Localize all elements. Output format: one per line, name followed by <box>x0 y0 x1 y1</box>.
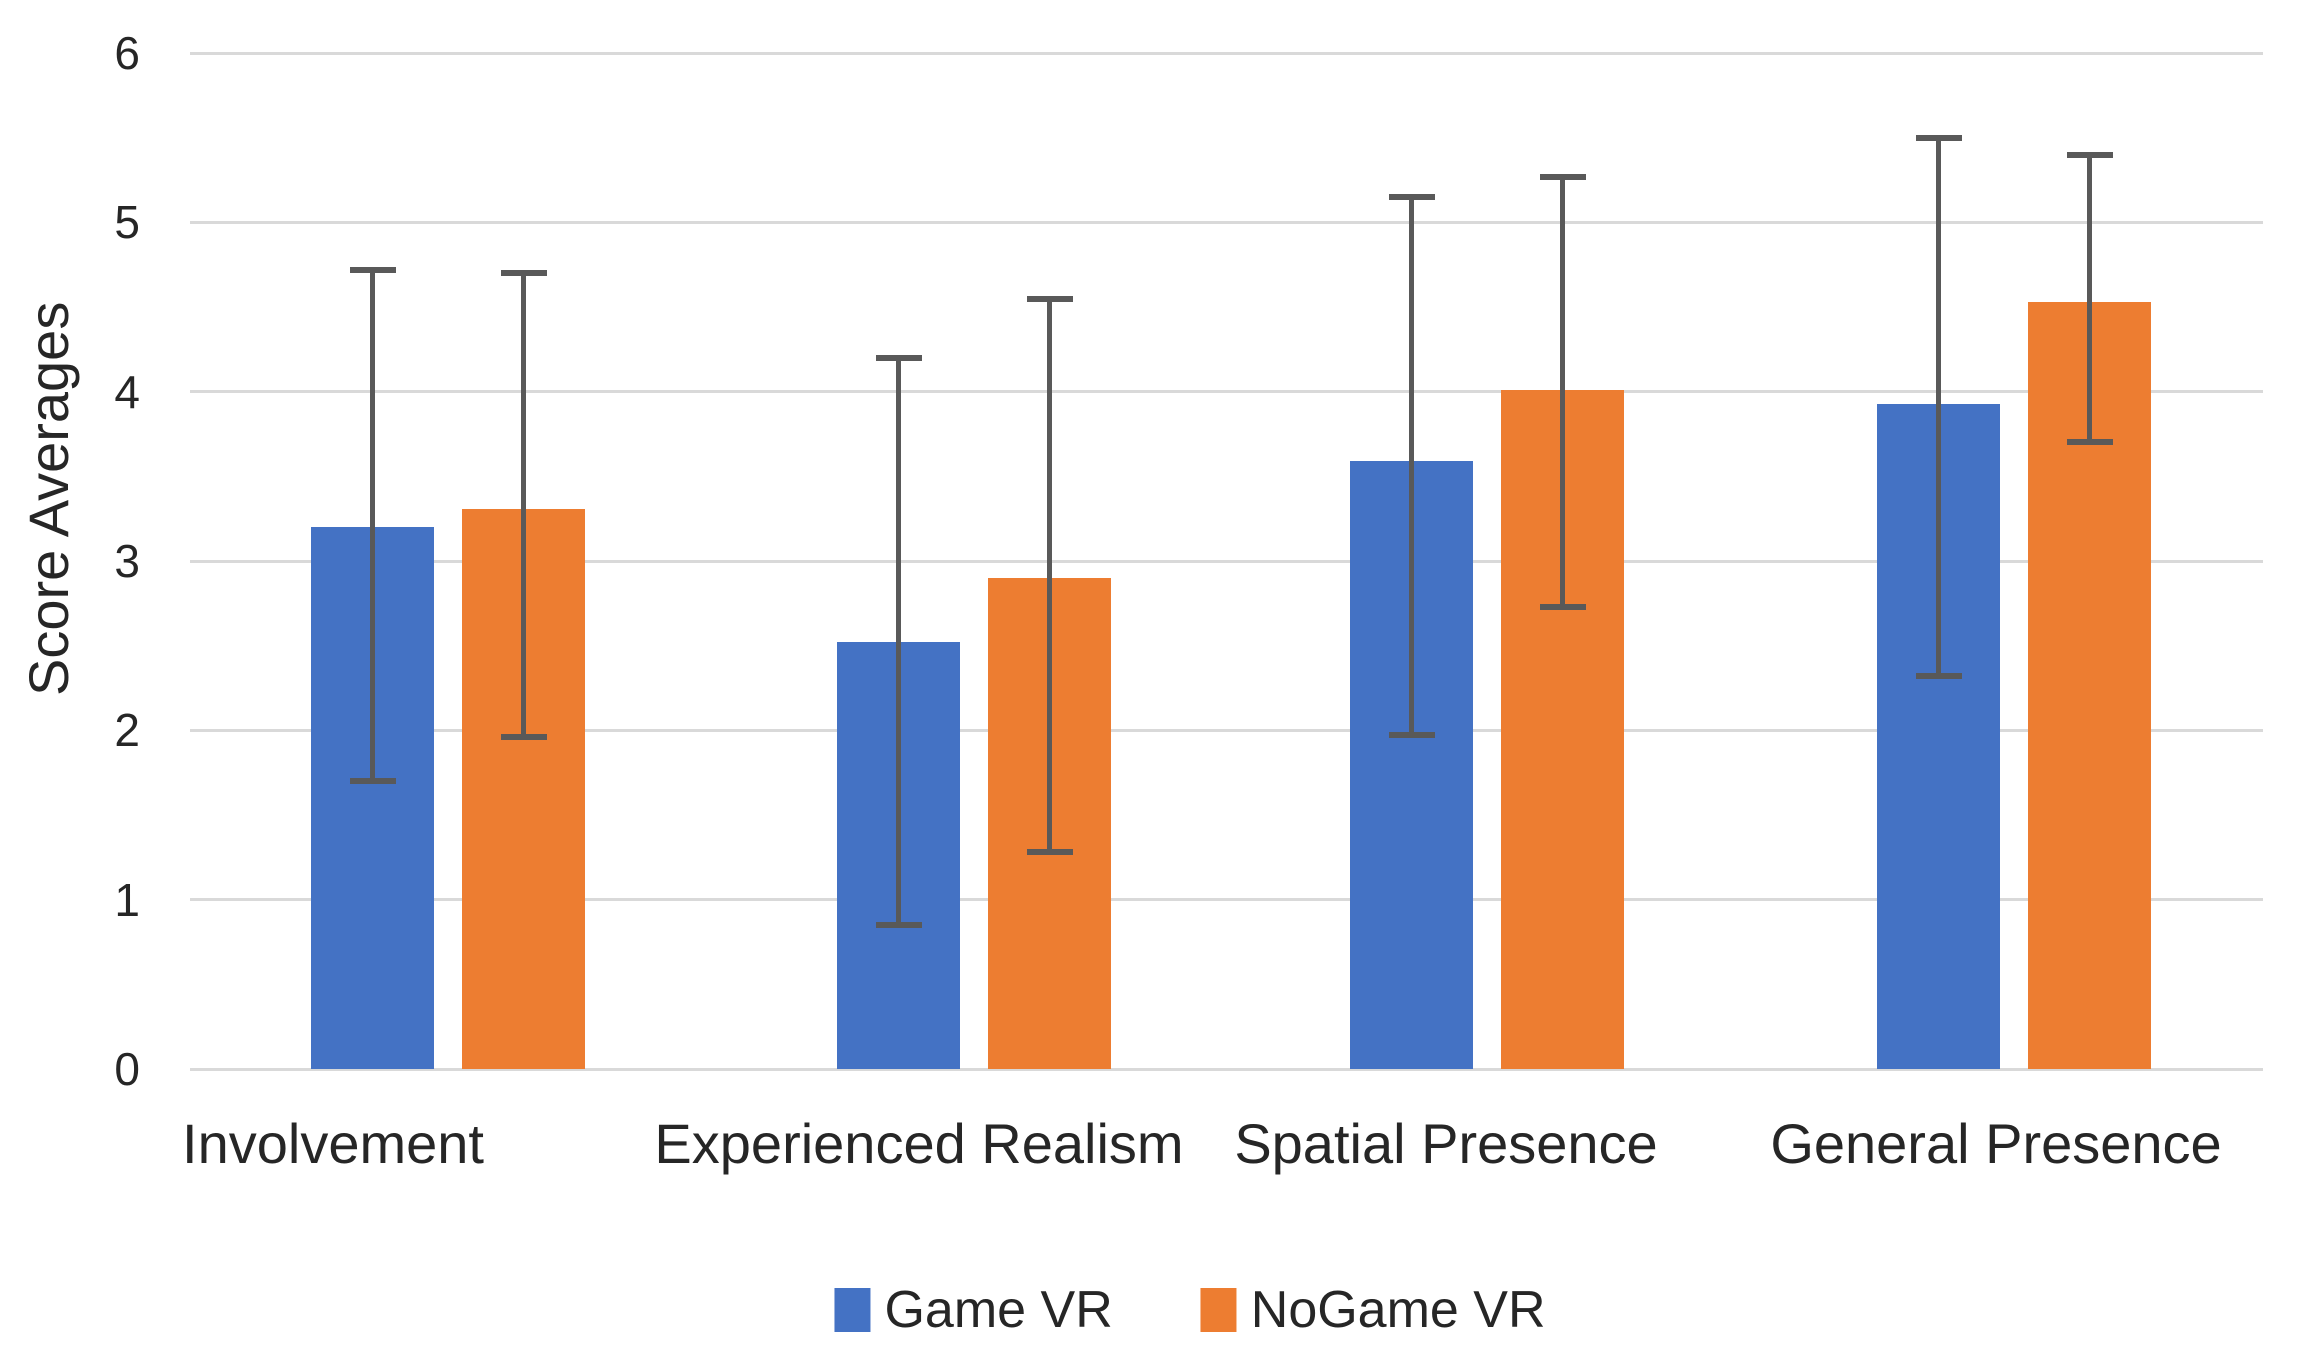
error-bar-stem <box>2087 154 2092 443</box>
error-bar-top-cap <box>1915 134 1962 141</box>
legend-swatch <box>834 1288 871 1332</box>
gridline <box>190 728 2263 732</box>
error-bar-bottom-cap <box>349 778 396 785</box>
legend-label: Game VR <box>884 1281 1113 1339</box>
error-bar-bottom-cap <box>1915 673 1962 680</box>
gridline <box>190 559 2263 563</box>
gridline <box>190 220 2263 224</box>
error-bar-top-cap <box>875 354 922 361</box>
legend-item: Game VR <box>834 1281 1113 1339</box>
gridline <box>190 51 2263 55</box>
error-bar-bottom-cap <box>875 922 922 929</box>
legend-swatch <box>1200 1288 1237 1332</box>
error-bar-top-cap <box>2066 151 2113 158</box>
x-category-label: Spatial Presence <box>1234 1112 1658 1175</box>
y-tick-label: 4 <box>114 365 140 418</box>
error-bar-stem <box>521 273 526 738</box>
y-tick-label: 6 <box>114 27 140 79</box>
legend-label: NoGame VR <box>1250 1281 1546 1339</box>
y-tick-label: 3 <box>114 535 140 587</box>
error-bar-stem <box>370 269 375 782</box>
error-bar-bottom-cap <box>500 734 547 741</box>
x-category-label: General Presence <box>1770 1112 2222 1175</box>
error-bar-top-cap <box>500 270 547 277</box>
y-tick-label: 1 <box>114 873 140 926</box>
error-bar-stem <box>896 357 901 926</box>
gridline <box>190 390 2263 394</box>
legend: Game VR NoGame VR <box>834 1281 1546 1339</box>
error-bar-bottom-cap <box>1026 849 1073 856</box>
error-bar-bottom-cap <box>1539 603 1586 610</box>
error-bar-bottom-cap <box>1388 732 1435 739</box>
y-tick-label: 5 <box>114 196 140 249</box>
error-bar-stem <box>1560 176 1565 607</box>
y-tick-label: 0 <box>114 1043 140 1095</box>
error-bar-bottom-cap <box>2066 439 2113 446</box>
error-bar-stem <box>1047 298 1052 853</box>
gridline <box>190 898 2263 902</box>
error-bar-top-cap <box>349 266 396 273</box>
x-category-label: Involvement <box>182 1112 484 1175</box>
error-bar-top-cap <box>1539 173 1586 180</box>
y-tick-label: 2 <box>114 704 140 757</box>
gridline <box>190 1067 2263 1071</box>
legend-item: NoGame VR <box>1200 1281 1546 1339</box>
error-bar-stem <box>1409 196 1414 736</box>
error-bar-top-cap <box>1388 193 1435 200</box>
error-bar-stem <box>1936 137 1941 677</box>
error-bar-top-cap <box>1026 295 1073 302</box>
x-category-label: Experienced Realism <box>654 1112 1184 1175</box>
